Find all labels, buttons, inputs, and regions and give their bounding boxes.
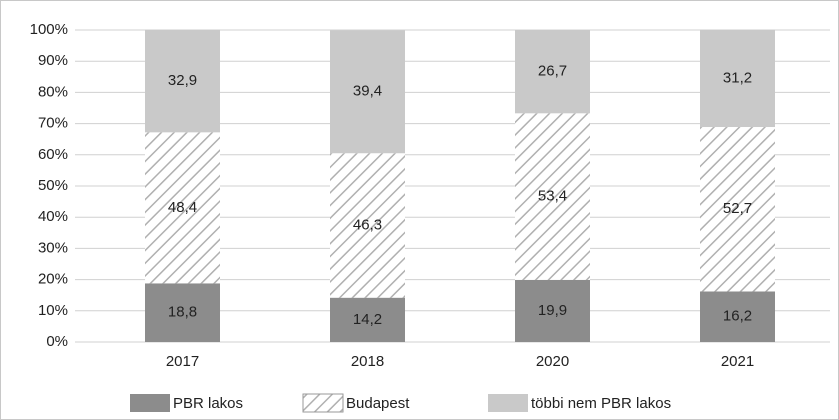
data-label: 48,4 (168, 199, 197, 216)
y-tick-label: 50% (38, 177, 68, 194)
data-label: 31,2 (723, 69, 752, 86)
y-tick-label: 60% (38, 146, 68, 163)
bar-segment (330, 153, 405, 298)
legend-swatch (130, 394, 170, 412)
y-tick-label: 70% (38, 115, 68, 132)
y-tick-label: 90% (38, 52, 68, 69)
bar-segment (515, 279, 590, 342)
data-label: 18,8 (168, 304, 197, 321)
bar-segment (145, 29, 220, 133)
y-tick-label: 80% (38, 83, 68, 100)
bar-segment (145, 283, 220, 342)
data-label: 14,2 (353, 311, 382, 328)
bar-segment (330, 30, 405, 154)
x-tick-label: 2017 (166, 353, 199, 370)
y-tick-label: 0% (46, 333, 68, 350)
bar-segment (700, 127, 775, 292)
data-label: 39,4 (353, 83, 382, 100)
x-tick-label: 2018 (351, 353, 384, 370)
x-tick-label: 2021 (721, 353, 754, 370)
bar-segment (700, 291, 775, 342)
data-label: 52,7 (723, 200, 752, 217)
legend-label: PBR lakos (173, 395, 243, 412)
data-label: 26,7 (538, 63, 567, 80)
legend-swatch (302, 393, 344, 413)
data-label: 46,3 (353, 216, 382, 233)
data-label: 19,9 (538, 302, 567, 319)
bar-segment (145, 132, 220, 284)
bar-segment (330, 297, 405, 342)
bar-segment (700, 29, 775, 128)
legend-label: Budapest (346, 395, 410, 412)
data-label: 16,2 (723, 308, 752, 325)
bar-segment (515, 113, 590, 280)
data-label: 53,4 (538, 188, 567, 205)
y-tick-label: 40% (38, 208, 68, 225)
y-tick-label: 20% (38, 271, 68, 288)
y-tick-label: 10% (38, 302, 68, 319)
legend-swatch (488, 394, 528, 412)
data-label: 32,9 (168, 72, 197, 89)
y-tick-label: 30% (38, 239, 68, 256)
bar-segment (515, 30, 590, 114)
x-tick-label: 2020 (536, 353, 569, 370)
legend-label: többi nem PBR lakos (531, 395, 671, 412)
y-tick-label: 100% (30, 21, 68, 38)
